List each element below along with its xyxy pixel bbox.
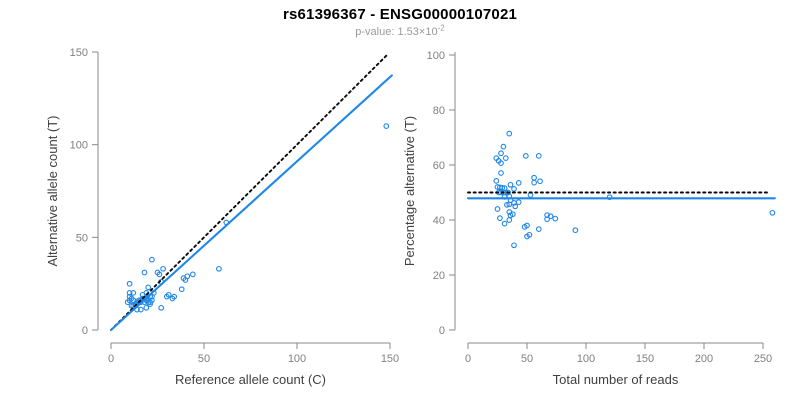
data-point — [515, 199, 522, 205]
y-tick-label: 100 — [427, 50, 445, 62]
data-point — [126, 290, 133, 296]
data-point — [521, 224, 528, 230]
data-point — [493, 178, 500, 184]
y-tick-label: 60 — [433, 160, 445, 172]
data-point — [128, 295, 135, 302]
data-point — [126, 280, 133, 287]
y-tick-label: 100 — [70, 140, 88, 152]
y-tick-label: 50 — [76, 232, 88, 244]
data-point — [511, 186, 517, 192]
data-point — [507, 181, 514, 188]
data-point — [497, 215, 503, 221]
data-point — [498, 170, 504, 176]
data-point — [383, 123, 390, 129]
y-tick-label: 20 — [433, 270, 445, 282]
data-point — [160, 265, 166, 272]
y-axis: 0 20 40 60 80 100 Percentage alternative (T) — [402, 50, 456, 337]
data-point — [506, 217, 513, 223]
x-tick-label: 200 — [695, 353, 713, 365]
data-point — [169, 295, 176, 302]
data-point — [498, 160, 504, 166]
x-axis-title: Reference allele count (C) — [175, 372, 326, 387]
data-point — [178, 286, 185, 293]
data-point — [522, 153, 529, 159]
data-point — [163, 293, 170, 300]
data-point — [537, 178, 543, 185]
data-point — [524, 233, 530, 240]
data-point — [506, 130, 513, 137]
y-tick-label: 80 — [433, 105, 445, 117]
fit-line — [109, 74, 393, 332]
y-axis-title: Alternative allele count (T) — [45, 115, 60, 266]
data-point — [552, 215, 559, 222]
x-axis-title: Total number of reads — [553, 372, 679, 387]
data-point — [531, 174, 537, 181]
data-point — [182, 277, 189, 283]
data-point — [572, 227, 579, 234]
x-tick-label: 0 — [108, 353, 114, 365]
y-tick-label: 150 — [70, 47, 88, 59]
data-point — [145, 284, 152, 291]
data-point — [158, 304, 165, 311]
data-point — [511, 242, 517, 249]
data-point — [544, 216, 550, 223]
x-tick-label: 50 — [198, 353, 210, 365]
y-axis: 0 50 100 150 Alternative allele count (T) — [45, 47, 99, 337]
x-tick-label: 150 — [381, 353, 399, 365]
right-plot: 0 20 40 60 80 100 Percentage alternative (T) 0 5… — [402, 50, 776, 387]
x-tick-label: 100 — [577, 353, 595, 365]
data-point — [531, 179, 537, 186]
data-point — [498, 150, 504, 157]
data-point — [130, 290, 137, 296]
data-point — [189, 271, 196, 278]
data-point — [509, 211, 516, 218]
data-point — [501, 220, 508, 227]
data-point — [499, 184, 506, 191]
data-point — [137, 306, 144, 313]
y-tick-label: 0 — [82, 325, 88, 337]
x-axis: 0 50 100 150 Reference allele count (C) — [108, 342, 399, 387]
data-point — [500, 143, 507, 150]
scatter-points — [124, 123, 390, 313]
data-point — [124, 299, 131, 306]
identity-line — [110, 52, 390, 331]
left-plot: 0 50 100 150 Alternative allele count (T) 0 50… — [45, 47, 399, 387]
data-point — [216, 265, 222, 272]
data-point — [149, 256, 155, 263]
data-point — [156, 271, 163, 278]
data-point — [515, 180, 522, 186]
data-point — [535, 226, 542, 232]
x-tick-label: 50 — [521, 353, 533, 365]
data-point — [504, 202, 510, 208]
x-tick-label: 150 — [636, 353, 654, 365]
data-point — [502, 155, 509, 161]
x-tick-label: 100 — [288, 353, 306, 365]
data-point — [506, 201, 513, 208]
data-point — [493, 155, 500, 161]
x-axis: 0 50 100 150 200 250 Total number of reads — [465, 342, 772, 387]
data-point — [606, 194, 613, 201]
data-point — [769, 209, 776, 216]
data-point — [149, 297, 155, 304]
data-point — [494, 206, 501, 212]
x-tick-label: 250 — [754, 353, 772, 365]
y-axis-title: Percentage alternative (T) — [402, 116, 417, 266]
y-tick-label: 0 — [439, 325, 445, 337]
x-tick-label: 0 — [465, 353, 471, 365]
data-point — [141, 269, 148, 276]
scatter-points — [493, 130, 776, 249]
y-tick-label: 40 — [433, 215, 445, 227]
data-point — [143, 304, 150, 311]
data-point — [535, 153, 542, 159]
data-point — [512, 203, 519, 210]
data-point — [547, 213, 554, 220]
